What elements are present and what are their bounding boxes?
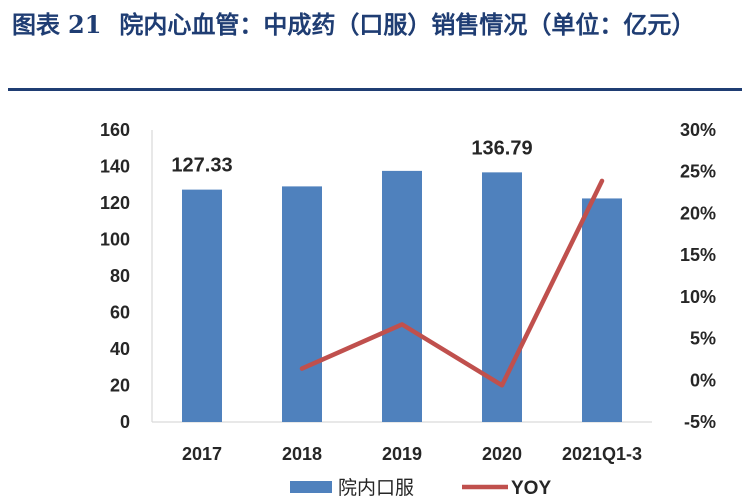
y-left-tick-label: 100 — [100, 230, 130, 250]
legend-label-bar: 院内口服 — [338, 477, 414, 496]
y-right-tick-label: -5% — [684, 412, 716, 432]
y-right-tick-label: 20% — [680, 203, 716, 223]
y-right-tick-label: 0% — [690, 370, 716, 390]
legend: 院内口服 YOY — [290, 477, 551, 496]
y-right-tick-label: 25% — [680, 162, 716, 182]
y-left-tick-label: 40 — [110, 339, 130, 359]
bar — [582, 198, 622, 422]
axes: 0 20 40 60 80 100 120 140 160 -5% 0% 5% 10% 15% 20% 25%… — [100, 120, 716, 464]
figure-number: 21 — [68, 10, 102, 39]
figure-title-text: 院内心血管：中成药（口服）销售情况（单位：亿元） — [119, 10, 696, 39]
x-tick-label: 2019 — [382, 444, 422, 464]
legend-swatch-bar — [290, 481, 332, 493]
data-labels: 127.33 136.79 — [171, 137, 532, 176]
x-tick-label: 2018 — [282, 444, 322, 464]
y-right-tick-label: 30% — [680, 120, 716, 140]
bar-data-label: 136.79 — [471, 137, 532, 159]
yoy-line-series — [299, 178, 605, 388]
bar — [382, 170, 422, 422]
title-underline — [8, 88, 742, 91]
bar-data-label: 127.33 — [171, 155, 232, 177]
legend-label-line: YOY — [511, 478, 551, 496]
bar — [182, 189, 222, 422]
figure-title: 图表 21 院内心血管：中成药（口服）销售情况（单位：亿元） — [12, 6, 737, 44]
y-left-tick-label: 160 — [100, 120, 130, 140]
y-right-tick-label: 15% — [680, 245, 716, 265]
x-tick-label: 2017 — [182, 444, 222, 464]
y-right-tick-label: 10% — [680, 287, 716, 307]
y-left-tick-label: 120 — [100, 193, 130, 213]
figure-label: 图表 — [12, 10, 60, 39]
x-tick-label: 2020 — [482, 444, 522, 464]
y-left-tick-label: 60 — [110, 303, 130, 323]
bar-series — [182, 170, 622, 422]
y-left-tick-label: 0 — [120, 412, 130, 432]
y-right-tick-label: 5% — [690, 329, 716, 349]
y-left-tick-label: 20 — [110, 376, 130, 396]
x-tick-label: 2021Q1-3 — [562, 444, 642, 464]
bar — [282, 186, 322, 422]
y-left-tick-label: 140 — [100, 157, 130, 177]
y-left-tick-label: 80 — [110, 266, 130, 286]
yoy-line — [299, 178, 605, 388]
